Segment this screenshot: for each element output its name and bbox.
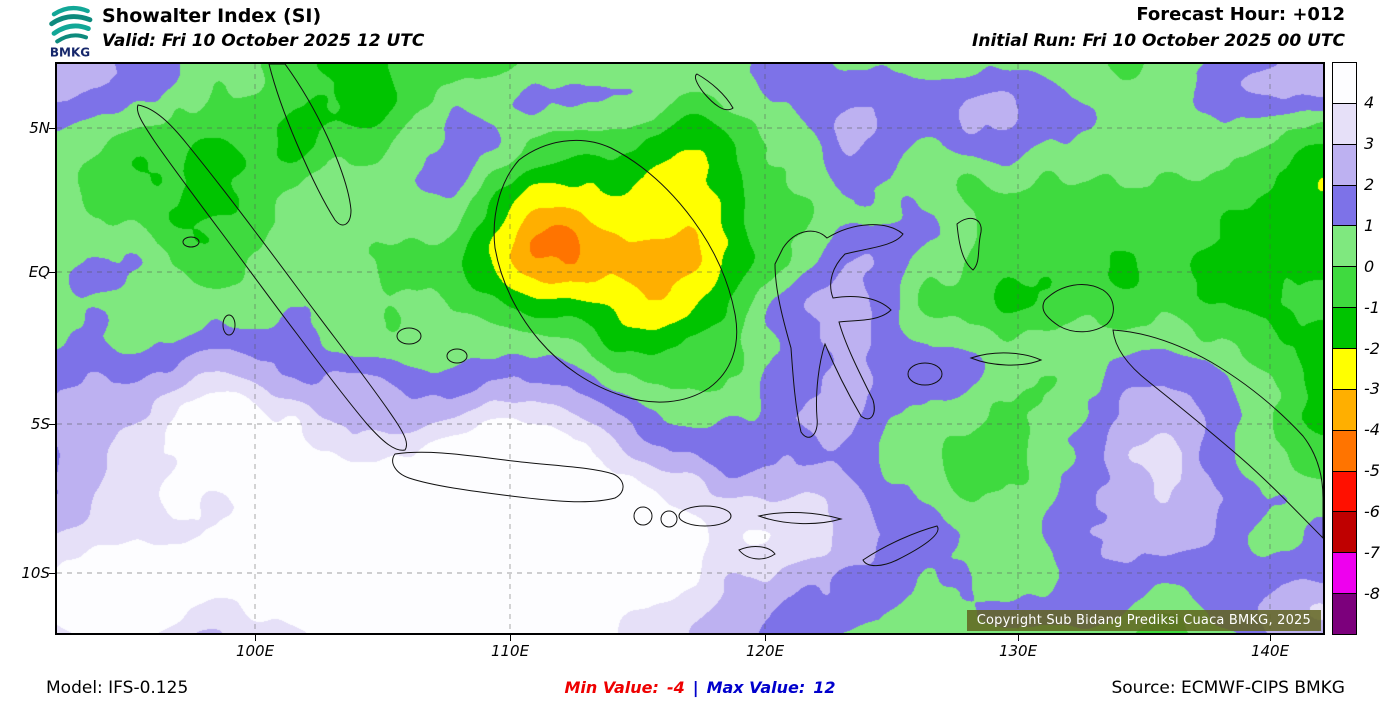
legend-color-swatch — [1333, 102, 1356, 144]
legend-color-swatch — [1333, 470, 1356, 512]
legend-color-swatch — [1333, 307, 1356, 349]
x-tick-mark — [765, 635, 766, 641]
minmax-separator: | — [692, 678, 699, 697]
x-tick-label: 120E — [745, 642, 785, 660]
copyright-badge: Copyright Sub Bidang Prediksi Cuaca BMKG… — [966, 610, 1321, 631]
model-label: Model: IFS-0.125 — [46, 678, 189, 698]
legend-color-swatch — [1333, 184, 1356, 226]
header-right: Forecast Hour: +012 Initial Run: Fri 10 … — [972, 4, 1345, 51]
x-tick-label: 100E — [235, 642, 275, 660]
legend-color-swatch — [1333, 143, 1356, 185]
legend-label: -7 — [1364, 543, 1380, 563]
legend-color-swatch — [1333, 552, 1356, 594]
legend-label: 0 — [1364, 256, 1375, 276]
x-tick-mark — [1018, 635, 1019, 641]
valid-time: Valid: Fri 10 October 2025 12 UTC — [102, 31, 425, 51]
bmkg-logo: BMKG — [49, 5, 93, 60]
max-value: Max Value: 12 — [706, 678, 836, 697]
header-left: BMKG Showalter Index (SI) Valid: Fri 10 … — [46, 2, 424, 60]
logo-wave-icon — [51, 23, 91, 36]
y-tick-label: 5S — [30, 415, 50, 433]
legend-label: -1 — [1364, 297, 1380, 317]
legend-color-swatch — [1333, 429, 1356, 471]
minmax-values: Min Value: -4 | Max Value: 12 — [565, 678, 836, 697]
logo-wave-icon — [51, 5, 90, 17]
legend-label: 2 — [1364, 174, 1375, 194]
page-title: Showalter Index (SI) — [102, 5, 322, 27]
initial-run: Initial Run: Fri 10 October 2025 00 UTC — [972, 31, 1345, 51]
legend-color-swatch — [1333, 593, 1356, 635]
y-tick-mark — [49, 272, 55, 273]
y-tick-mark — [49, 128, 55, 129]
legend-label: -5 — [1364, 461, 1380, 481]
legend-label: 3 — [1364, 133, 1375, 153]
y-tick-mark — [49, 573, 55, 574]
logo-wave-icon — [49, 14, 93, 27]
x-tick-label: 110E — [490, 642, 530, 660]
legend-color-swatch — [1333, 511, 1356, 553]
legend-label: -4 — [1364, 420, 1380, 440]
logo-wave-icon — [55, 33, 88, 44]
x-tick-mark — [510, 635, 511, 641]
legend-label: -2 — [1364, 338, 1380, 358]
y-tick-label: EQ — [28, 263, 50, 281]
legend-color-swatch — [1333, 266, 1356, 308]
si-contour-canvas — [57, 64, 1323, 633]
legend-color-swatch — [1333, 225, 1356, 267]
x-tick-label: 130E — [998, 642, 1038, 660]
map-frame: Copyright Sub Bidang Prediksi Cuaca BMKG… — [55, 62, 1325, 635]
x-tick-label: 140E — [1250, 642, 1290, 660]
x-tick-mark — [1270, 635, 1271, 641]
logo-text: BMKG — [50, 46, 90, 60]
y-tick-label: 5N — [29, 119, 50, 137]
legend-color-swatch — [1333, 388, 1356, 430]
legend-label: -8 — [1364, 584, 1380, 604]
legend-label: 1 — [1364, 215, 1375, 235]
legend-color-swatch — [1333, 348, 1356, 389]
x-tick-mark — [255, 635, 256, 641]
y-tick-label: 10S — [21, 564, 50, 582]
y-tick-mark — [49, 424, 55, 425]
legend-label: 4 — [1364, 92, 1375, 112]
legend-color-swatch — [1333, 63, 1356, 103]
legend-colorbar — [1332, 62, 1357, 635]
min-value: Min Value: -4 — [564, 678, 685, 697]
legend-label: -6 — [1364, 502, 1380, 522]
legend-label: -3 — [1364, 379, 1380, 399]
legend-labels: 4 3 2 1 0 -1 -2 -3 -4 -5 -6 -7 -8 — [1364, 0, 1398, 709]
source-label: Source: ECMWF-CIPS BMKG — [1111, 678, 1345, 698]
forecast-hour: Forecast Hour: +012 — [1136, 4, 1345, 25]
